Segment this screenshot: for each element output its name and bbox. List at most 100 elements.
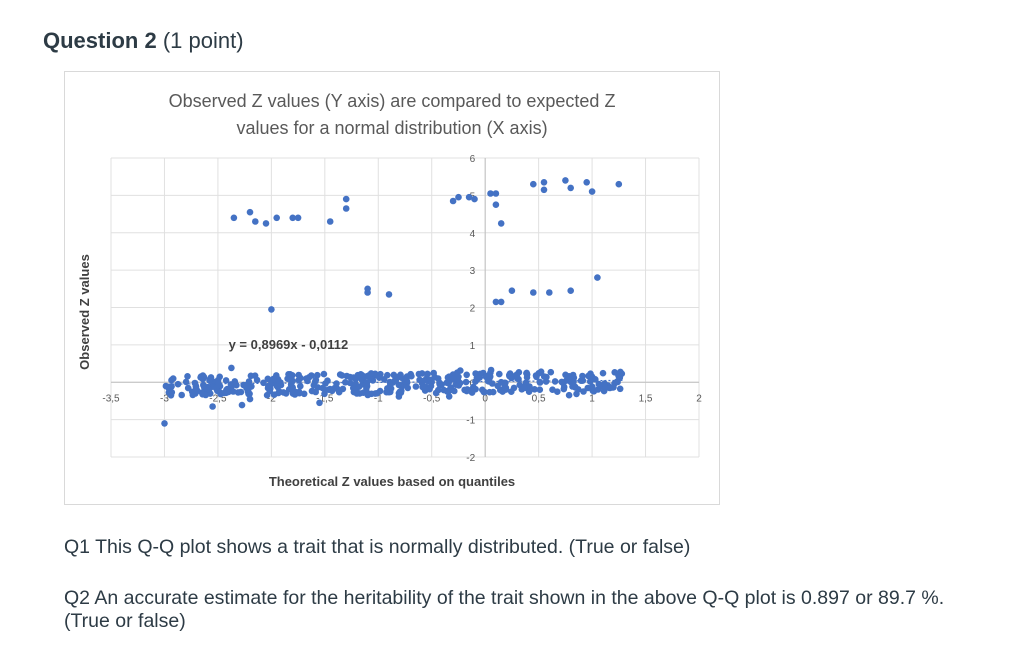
data-point bbox=[321, 390, 328, 398]
data-point bbox=[525, 388, 533, 396]
data-point bbox=[421, 377, 428, 384]
data-point bbox=[376, 374, 383, 382]
data-point bbox=[523, 371, 531, 378]
data-point bbox=[530, 180, 537, 188]
data-point bbox=[567, 184, 574, 192]
data-point bbox=[496, 370, 503, 378]
data-point bbox=[289, 372, 296, 379]
data-point bbox=[537, 368, 545, 376]
data-point bbox=[456, 379, 464, 387]
data-point bbox=[547, 368, 555, 376]
data-point bbox=[401, 378, 409, 385]
data-point bbox=[594, 274, 601, 281]
data-point bbox=[407, 370, 415, 378]
data-point bbox=[466, 387, 474, 394]
data-point bbox=[264, 384, 272, 392]
x-tick-label: 1,5 bbox=[639, 393, 653, 404]
data-point bbox=[436, 379, 443, 387]
y-tick-label: 4 bbox=[470, 229, 476, 240]
x-axis-title: Theoretical Z values based on quantiles bbox=[269, 474, 515, 489]
data-point bbox=[546, 289, 553, 296]
data-point bbox=[426, 385, 433, 393]
y-tick-label: 2 bbox=[470, 304, 476, 315]
data-point bbox=[207, 374, 215, 381]
data-point bbox=[383, 388, 390, 396]
data-point bbox=[404, 384, 412, 392]
x-tick-label: -2,5 bbox=[209, 393, 227, 404]
data-point bbox=[334, 385, 341, 393]
data-point bbox=[205, 385, 212, 393]
data-point bbox=[268, 306, 275, 313]
data-point bbox=[424, 370, 431, 378]
data-point bbox=[316, 399, 323, 407]
y-tick-label: 6 bbox=[470, 154, 476, 165]
data-point bbox=[244, 388, 252, 395]
data-point bbox=[228, 364, 235, 372]
data-point bbox=[367, 375, 374, 383]
data-point bbox=[200, 381, 207, 389]
data-point bbox=[161, 420, 168, 427]
data-point bbox=[583, 179, 590, 186]
x-tick-label: -3,5 bbox=[102, 393, 120, 404]
data-point bbox=[338, 372, 346, 379]
trendline-visible bbox=[164, 379, 625, 385]
data-point bbox=[386, 382, 394, 389]
data-point bbox=[238, 401, 246, 409]
data-point bbox=[530, 289, 537, 296]
data-point bbox=[184, 373, 191, 380]
data-point bbox=[178, 391, 185, 399]
data-point bbox=[353, 388, 360, 395]
data-point bbox=[189, 391, 197, 399]
x-tick-label: -2 bbox=[267, 393, 276, 404]
question-2-text: Q2 An accurate estimate for the heritabi… bbox=[64, 587, 945, 632]
data-point bbox=[471, 195, 478, 203]
data-point bbox=[421, 386, 429, 393]
data-point bbox=[540, 186, 548, 194]
data-point bbox=[162, 382, 170, 390]
data-point bbox=[540, 179, 548, 186]
data-point bbox=[294, 214, 302, 222]
data-point bbox=[508, 287, 516, 294]
y-axis-title: Observed Z values bbox=[77, 254, 92, 370]
data-point bbox=[202, 391, 209, 399]
chart-title-line1: Observed Z values (Y axis) are compared … bbox=[169, 91, 616, 111]
data-point bbox=[342, 205, 350, 212]
data-point bbox=[364, 391, 372, 399]
data-point bbox=[463, 371, 471, 379]
data-point bbox=[225, 388, 232, 396]
data-point bbox=[428, 378, 436, 386]
y-tick-label: -2 bbox=[466, 453, 475, 464]
data-point bbox=[168, 383, 175, 390]
data-point bbox=[234, 389, 242, 396]
x-tick-label: -1 bbox=[374, 393, 383, 404]
trendline-equation: y = 0,8969x - 0,0112 bbox=[229, 337, 349, 352]
data-point bbox=[384, 371, 391, 379]
x-tick-label: 0 bbox=[482, 393, 488, 404]
data-point bbox=[431, 373, 439, 381]
data-point bbox=[280, 389, 287, 396]
data-point bbox=[367, 370, 375, 377]
data-point bbox=[565, 373, 573, 381]
data-point bbox=[270, 375, 277, 383]
data-point bbox=[295, 376, 303, 384]
data-point bbox=[354, 371, 362, 379]
data-point bbox=[580, 388, 587, 395]
qq-plot-chart: Observed Z values (Y axis) are compared … bbox=[77, 91, 702, 489]
data-point bbox=[489, 388, 497, 396]
data-point bbox=[364, 289, 371, 296]
data-point bbox=[465, 193, 473, 201]
data-point bbox=[588, 188, 596, 195]
data-point bbox=[373, 390, 381, 397]
data-point bbox=[497, 298, 505, 306]
data-point bbox=[536, 386, 544, 394]
data-point bbox=[455, 193, 462, 201]
data-point bbox=[482, 373, 490, 381]
data-point bbox=[558, 378, 565, 386]
question-points: (1 point) bbox=[162, 28, 244, 53]
data-point bbox=[586, 378, 594, 385]
data-point bbox=[285, 386, 293, 393]
data-point bbox=[508, 388, 515, 396]
data-point bbox=[601, 380, 608, 387]
data-point bbox=[492, 201, 500, 208]
data-point bbox=[260, 379, 267, 387]
